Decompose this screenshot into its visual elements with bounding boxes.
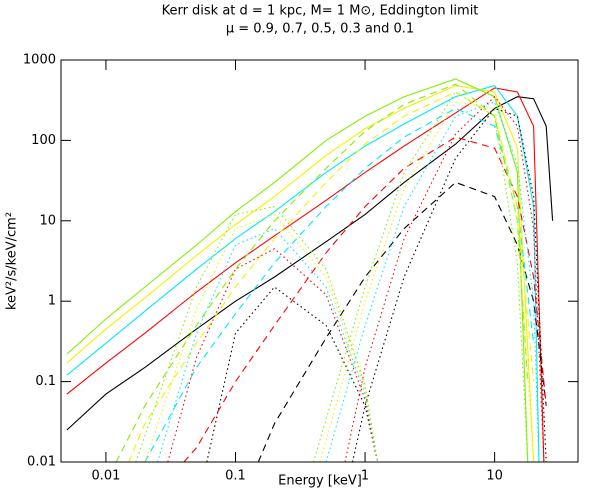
data-line	[312, 91, 529, 463]
x-tick-label: 0.1	[225, 469, 246, 484]
y-tick-label: 0.01	[27, 455, 56, 470]
y-tick-label: 1	[48, 294, 56, 309]
plot-frame	[60, 59, 579, 463]
y-tick-label: 10	[39, 213, 56, 228]
y-tick-label: 0.1	[35, 374, 56, 389]
chart-subtitle: μ = 0.9, 0.7, 0.5, 0.3 and 0.1	[226, 22, 414, 37]
data-line	[156, 227, 379, 463]
data-line	[66, 87, 545, 463]
data-line	[325, 101, 540, 463]
data-line	[167, 248, 379, 463]
data-line	[66, 96, 554, 431]
y-axis-title: keV²/s/keV/cm²	[5, 212, 20, 310]
x-tick-label: 10	[486, 469, 503, 484]
data-line	[115, 83, 529, 463]
y-tick-label: 100	[31, 133, 56, 148]
x-tick-label: 0.01	[91, 469, 120, 484]
data-line	[319, 101, 535, 463]
data-line	[128, 91, 535, 463]
data-line	[257, 181, 547, 463]
data-line	[344, 95, 545, 463]
data-line	[66, 78, 529, 463]
data-line	[206, 286, 379, 463]
x-axis-title: Energy [keV]	[278, 474, 362, 489]
data-line	[66, 84, 540, 463]
x-tick-label: 1	[361, 469, 369, 484]
data-line	[144, 107, 535, 463]
data-line	[135, 205, 379, 463]
data-line	[183, 136, 547, 463]
data-line	[351, 107, 547, 463]
chart-title: Kerr disk at d = 1 kpc, M= 1 M⊙, Eddingt…	[162, 4, 479, 19]
y-tick-label: 1000	[23, 53, 56, 68]
data-line	[66, 85, 535, 463]
